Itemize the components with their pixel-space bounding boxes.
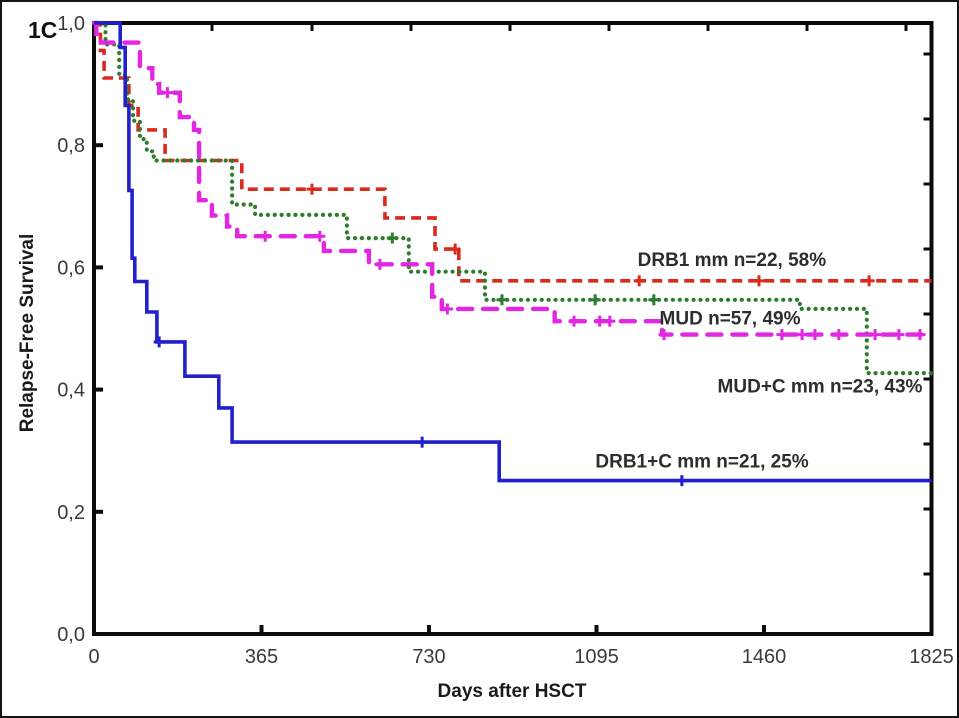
- censor-marks-group: [153, 87, 926, 487]
- curve-label-drb1-c-mm: DRB1+C mm n=21, 25%: [595, 452, 808, 473]
- plot-frame: [92, 21, 934, 636]
- curve-label-drb1-mm: DRB1 mm n=22, 58%: [638, 250, 827, 271]
- y-tick-label: 1,0: [57, 13, 85, 35]
- curve-labels-group: DRB1 mm n=22, 58% MUD+C mm n=23, 43% MUD n…: [595, 250, 922, 473]
- x-tick-label: 1095: [574, 646, 619, 668]
- x-tick-label: 0: [88, 646, 99, 668]
- plot-frame-group: [92, 21, 934, 636]
- x-tick-label: 1825: [909, 646, 954, 668]
- x-tick-label: 1460: [742, 646, 787, 668]
- y-tick-label: 0,6: [57, 257, 85, 279]
- axis-ticks-group: [92, 21, 934, 636]
- x-tick-label: 365: [245, 646, 278, 668]
- panel-label: 1C: [28, 17, 57, 43]
- survival-curve-drb1-mm: [94, 21, 932, 283]
- y-tick-label: 0,0: [57, 624, 85, 646]
- curve-label-mud-c-mm: MUD+C mm n=23, 43%: [718, 377, 923, 398]
- curve-label-mud: MUD n=57, 49%: [660, 309, 801, 330]
- survival-curve-mud-c-mm: [91, 20, 934, 376]
- y-axis-title: Relapse-Free Survival: [17, 234, 38, 433]
- survival-curve-drb1-c-mm: [94, 21, 932, 483]
- y-tick-label: 0,8: [57, 135, 85, 157]
- y-tick-label: 0,4: [57, 380, 85, 402]
- y-tick-label: 0,2: [57, 502, 85, 524]
- x-axis-title: Days after HSCT: [438, 681, 587, 702]
- tick-labels-group: 0 365 730 1095 1460 1825 0,0 0,2 0,4 0,6 0,8 1,0: [57, 13, 954, 668]
- x-tick-label: 730: [412, 646, 445, 668]
- series-curves-group: [91, 20, 934, 483]
- survival-curve-mud: [91, 20, 934, 337]
